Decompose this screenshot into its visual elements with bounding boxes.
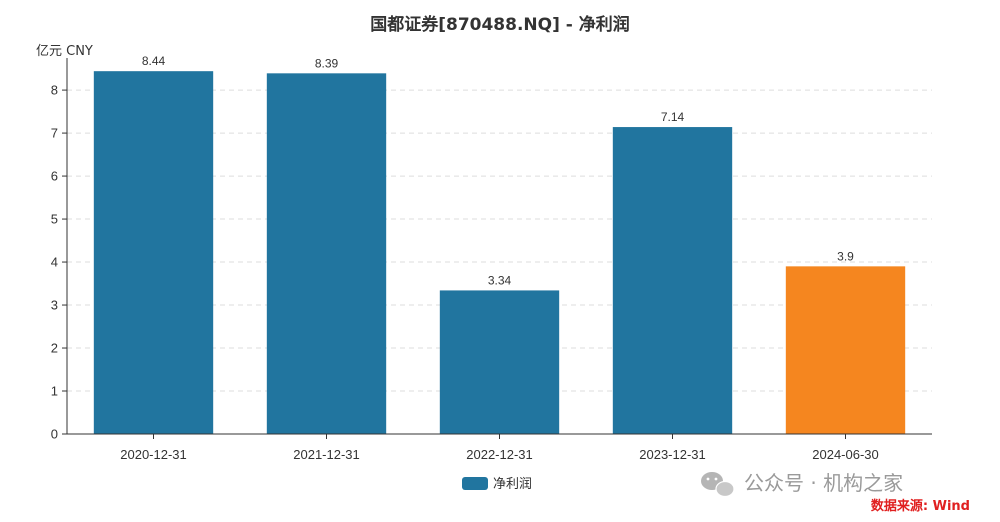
- y-tick-label: 1: [51, 384, 58, 399]
- y-tick-label: 5: [51, 212, 58, 227]
- data-labels: 8.44 8.39 3.34 7.14 3.9: [142, 54, 854, 287]
- data-label: 7.14: [661, 110, 685, 124]
- x-tick-label: 2021-12-31: [293, 447, 360, 462]
- y-tick-label: 8: [51, 83, 58, 98]
- wechat-icon: [701, 472, 735, 498]
- data-label: 3.34: [488, 273, 512, 287]
- data-label: 3.9: [837, 249, 854, 263]
- watermark-text: 公众号 · 机构之家: [744, 471, 903, 495]
- y-tick-label: 3: [51, 298, 58, 313]
- x-tick-label: 2022-12-31: [466, 447, 533, 462]
- x-tick-label: 2024-06-30: [812, 447, 879, 462]
- axes: [62, 58, 932, 439]
- x-tick-label: 2023-12-31: [639, 447, 706, 462]
- bar[interactable]: [612, 127, 733, 434]
- bar-series: [93, 71, 906, 435]
- bar[interactable]: [785, 266, 906, 434]
- data-source-note: 数据来源: Wind: [871, 498, 970, 514]
- bar[interactable]: [93, 71, 214, 435]
- bar[interactable]: [266, 73, 387, 434]
- y-axis-unit-label: 亿元 CNY: [36, 44, 93, 59]
- x-tick-labels: 2020-12-31 2021-12-31 2022-12-31 2023-12-31…: [120, 447, 879, 462]
- data-label: 8.39: [315, 56, 339, 70]
- x-tick-label: 2020-12-31: [120, 447, 187, 462]
- data-label: 8.44: [142, 54, 166, 68]
- y-tick-label: 6: [51, 169, 58, 184]
- watermark: 公众号 · 机构之家: [701, 471, 903, 498]
- chart-title: 国都证券[870488.NQ] - 净利润: [370, 14, 630, 35]
- legend[interactable]: 净利润: [462, 477, 532, 492]
- legend-swatch: [462, 477, 488, 490]
- y-tick-labels: 0 1 2 3 4 5 6 7 8: [51, 83, 58, 442]
- y-tick-label: 2: [51, 341, 58, 356]
- y-tick-label: 0: [51, 427, 58, 442]
- legend-label: 净利润: [493, 477, 532, 492]
- y-tick-label: 4: [51, 255, 58, 270]
- bar[interactable]: [439, 290, 560, 434]
- y-tick-label: 7: [51, 126, 58, 141]
